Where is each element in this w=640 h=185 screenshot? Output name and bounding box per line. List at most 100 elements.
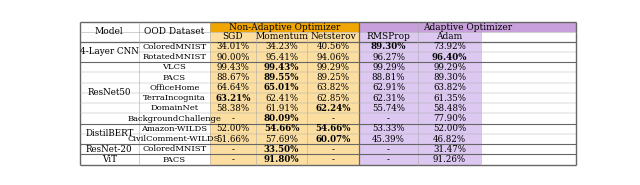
Bar (138, 113, 210, 124)
Text: 40.56%: 40.56% (316, 42, 349, 51)
Text: 95.41%: 95.41% (265, 53, 298, 62)
Bar (138, 62, 210, 73)
Text: -: - (332, 145, 334, 154)
Text: 77.90%: 77.90% (433, 114, 466, 123)
Text: 34.01%: 34.01% (216, 42, 250, 51)
Bar (80, 144, 138, 154)
Text: 60.07%: 60.07% (316, 134, 351, 144)
Text: 34.23%: 34.23% (265, 42, 298, 51)
Bar (256, 154, 307, 165)
Text: 64.64%: 64.64% (216, 83, 250, 92)
Bar (138, 103, 210, 113)
Text: 99.29%: 99.29% (433, 63, 466, 72)
Text: 52.00%: 52.00% (216, 124, 250, 133)
Text: -: - (232, 155, 234, 164)
Text: 31.47%: 31.47% (433, 145, 466, 154)
Text: 58.38%: 58.38% (216, 104, 250, 113)
Bar (138, 52, 210, 62)
Text: ResNet50: ResNet50 (88, 88, 131, 97)
Bar (359, 154, 419, 165)
Bar (307, 42, 359, 52)
Bar (210, 113, 256, 124)
Bar (307, 52, 359, 62)
Bar (138, 42, 210, 52)
Text: 62.31%: 62.31% (372, 94, 405, 102)
Text: -: - (387, 114, 390, 123)
Text: 33.50%: 33.50% (264, 145, 300, 154)
Bar (138, 124, 210, 134)
Bar (256, 62, 307, 73)
Text: 99.29%: 99.29% (372, 63, 405, 72)
Bar (138, 22, 210, 42)
Text: 51.66%: 51.66% (216, 134, 250, 144)
Bar (307, 134, 359, 144)
Bar (307, 124, 359, 134)
Text: 63.82%: 63.82% (316, 83, 349, 92)
Bar (138, 154, 210, 165)
Text: 99.43%: 99.43% (216, 63, 250, 72)
Text: 88.81%: 88.81% (372, 73, 405, 82)
Text: Adam: Adam (436, 32, 463, 41)
Text: BackgroundChallenge: BackgroundChallenge (127, 115, 221, 122)
Bar (419, 103, 481, 113)
Text: CivilComment-WILDS: CivilComment-WILDS (128, 135, 221, 143)
Bar (419, 52, 481, 62)
Bar (210, 103, 256, 113)
Bar (359, 134, 419, 144)
Bar (210, 52, 256, 62)
Bar (419, 144, 481, 154)
Bar (210, 73, 256, 83)
Bar (359, 124, 419, 134)
Bar (359, 83, 419, 93)
Bar (210, 83, 256, 93)
Bar (80, 62, 138, 124)
Bar (359, 144, 419, 154)
Bar (307, 32, 359, 42)
Text: 96.27%: 96.27% (372, 53, 405, 62)
Text: 90.00%: 90.00% (216, 53, 250, 62)
Text: 89.30%: 89.30% (371, 42, 406, 51)
Text: 99.43%: 99.43% (264, 63, 300, 72)
Text: 58.48%: 58.48% (433, 104, 466, 113)
Bar (359, 42, 419, 52)
Text: 62.41%: 62.41% (265, 94, 298, 102)
Text: 61.35%: 61.35% (433, 94, 466, 102)
Bar (256, 144, 307, 154)
Bar (210, 134, 256, 144)
Bar (307, 93, 359, 103)
Text: OfficeHome: OfficeHome (149, 84, 200, 92)
Text: 63.21%: 63.21% (215, 94, 251, 102)
Bar (419, 134, 481, 144)
Text: 91.80%: 91.80% (264, 155, 300, 164)
Bar (256, 73, 307, 83)
Bar (138, 73, 210, 83)
Text: Amazon-WILDS: Amazon-WILDS (141, 125, 207, 133)
Bar (138, 134, 210, 144)
Text: ResNet-20: ResNet-20 (86, 145, 132, 154)
Bar (210, 144, 256, 154)
Text: -: - (332, 114, 334, 123)
Bar (359, 52, 419, 62)
Text: SGD: SGD (223, 32, 243, 41)
Bar (419, 124, 481, 134)
Text: 61.91%: 61.91% (265, 104, 298, 113)
Bar (256, 83, 307, 93)
Text: OOD Dataset: OOD Dataset (144, 27, 204, 36)
Bar (256, 134, 307, 144)
Text: -: - (332, 155, 334, 164)
Bar (307, 73, 359, 83)
Bar (138, 83, 210, 93)
Bar (138, 93, 210, 103)
Text: 89.30%: 89.30% (433, 73, 466, 82)
Bar (210, 22, 359, 32)
Bar (80, 124, 138, 144)
Text: 62.85%: 62.85% (316, 94, 349, 102)
Text: Adaptive Optimizer: Adaptive Optimizer (423, 23, 512, 32)
Bar (256, 124, 307, 134)
Bar (256, 52, 307, 62)
Text: 63.82%: 63.82% (433, 83, 466, 92)
Bar (419, 93, 481, 103)
Bar (80, 42, 138, 62)
Bar (359, 22, 576, 32)
Text: -: - (232, 145, 234, 154)
